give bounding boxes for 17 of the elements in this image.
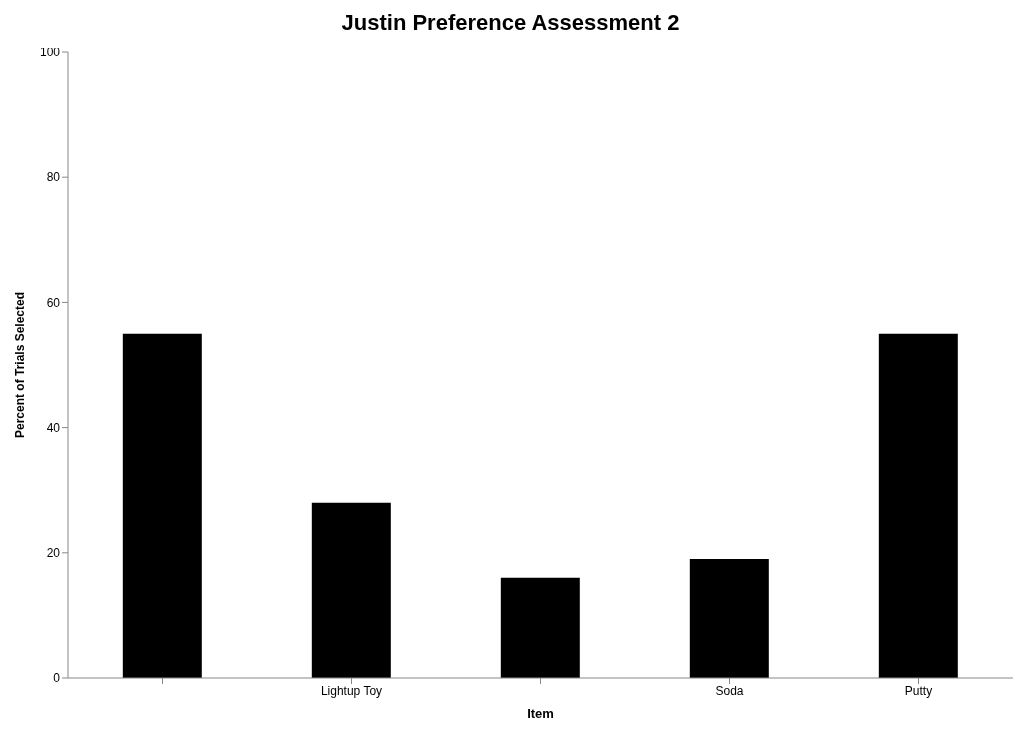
bar — [500, 577, 580, 678]
x-axis-title: Item — [527, 706, 554, 721]
chart-title: Justin Preference Assessment 2 — [341, 10, 680, 35]
y-axis-title: Percent of Trials Selected — [13, 291, 28, 439]
bar — [689, 559, 769, 678]
x-tick-label: Soda — [715, 683, 744, 698]
bar — [122, 333, 202, 678]
bar — [878, 333, 958, 678]
x-tick-label: Putty — [904, 683, 933, 698]
y-tick-label: 100 — [39, 45, 61, 60]
y-tick-label: 40 — [46, 420, 61, 435]
bar — [311, 502, 391, 678]
y-tick-label: 20 — [46, 546, 61, 561]
x-tick-label: Lightup Toy — [320, 683, 383, 698]
y-tick-label: 60 — [46, 295, 61, 310]
y-tick-label: 80 — [46, 170, 61, 185]
y-tick-label: 0 — [53, 671, 61, 686]
